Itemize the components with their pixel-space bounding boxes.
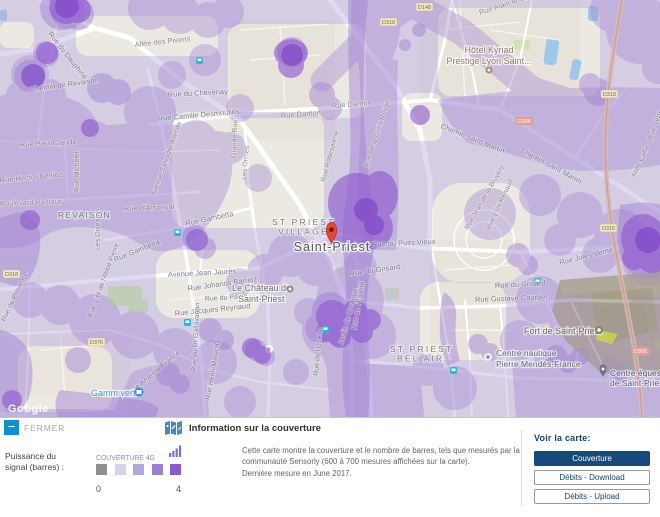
svg-text:Centre éques...: Centre éques...: [610, 368, 660, 378]
svg-text:Pierre Mendès-France: Pierre Mendès-France: [496, 359, 581, 369]
svg-text:Rue du Payet: Rue du Payet: [205, 293, 248, 303]
svg-text:Les Ormes: Les Ormes: [241, 145, 251, 180]
svg-text:D376: D376: [90, 340, 103, 346]
svg-text:Rue Paul Claude: Rue Paul Claude: [20, 137, 77, 149]
svg-text:D148: D148: [418, 5, 431, 11]
svg-text:ST PRIEST: ST PRIEST: [390, 344, 454, 354]
svg-text:D306: D306: [518, 119, 531, 125]
svg-text:Rue Michelet: Rue Michelet: [74, 151, 81, 192]
svg-text:Rue Gustave Courbet: Rue Gustave Courbet: [475, 292, 549, 304]
svg-text:Le Château de: Le Château de: [232, 283, 291, 293]
svg-text:Fort de Saint-Priest: Fort de Saint-Priest: [524, 326, 602, 336]
svg-text:Grande Rue: Grande Rue: [231, 120, 239, 158]
svg-text:D318: D318: [5, 272, 18, 278]
svg-text:Rue du Chevenay: Rue du Chevenay: [168, 87, 229, 99]
svg-text:Rue du Grisard: Rue du Grisard: [495, 278, 546, 290]
svg-text:Saint-Priest: Saint-Priest: [238, 294, 285, 304]
svg-text:Rue du Puits Vieux: Rue du Puits Vieux: [372, 237, 436, 249]
svg-text:Hôtel Kyriad: Hôtel Kyriad: [464, 45, 513, 55]
svg-text:Saint-Priest: Saint-Priest: [294, 240, 371, 254]
svg-text:D318: D318: [603, 92, 616, 98]
svg-text:D306: D306: [634, 349, 647, 355]
svg-text:Prestige Lyon Saint...: Prestige Lyon Saint...: [446, 56, 531, 66]
svg-text:Centre nautique: Centre nautique: [496, 348, 557, 358]
svg-text:Google: Google: [8, 403, 49, 415]
svg-text:ST PRIEST: ST PRIEST: [272, 217, 336, 227]
svg-text:Rue Danton: Rue Danton: [281, 108, 322, 120]
svg-text:Avenue Jean Jaurès: Avenue Jean Jaurès: [168, 266, 237, 279]
svg-text:BEL AIR: BEL AIR: [397, 354, 444, 364]
svg-text:Rue Danton: Rue Danton: [332, 98, 373, 110]
svg-text:de Saint-Pries...: de Saint-Pries...: [610, 378, 660, 388]
svg-text:Rue d'Arsonval: Rue d'Arsonval: [124, 202, 175, 213]
svg-text:Les Oiseaux: Les Oiseaux: [95, 211, 102, 250]
svg-text:REVAISON: REVAISON: [58, 210, 111, 220]
svg-text:D315: D315: [602, 226, 615, 232]
svg-text:D318: D318: [382, 20, 395, 26]
svg-text:VILLAGE: VILLAGE: [278, 227, 329, 237]
svg-text:Gamm vert: Gamm vert: [91, 388, 136, 398]
svg-text:Boulevard Pasteur: Boulevard Pasteur: [0, 197, 62, 208]
